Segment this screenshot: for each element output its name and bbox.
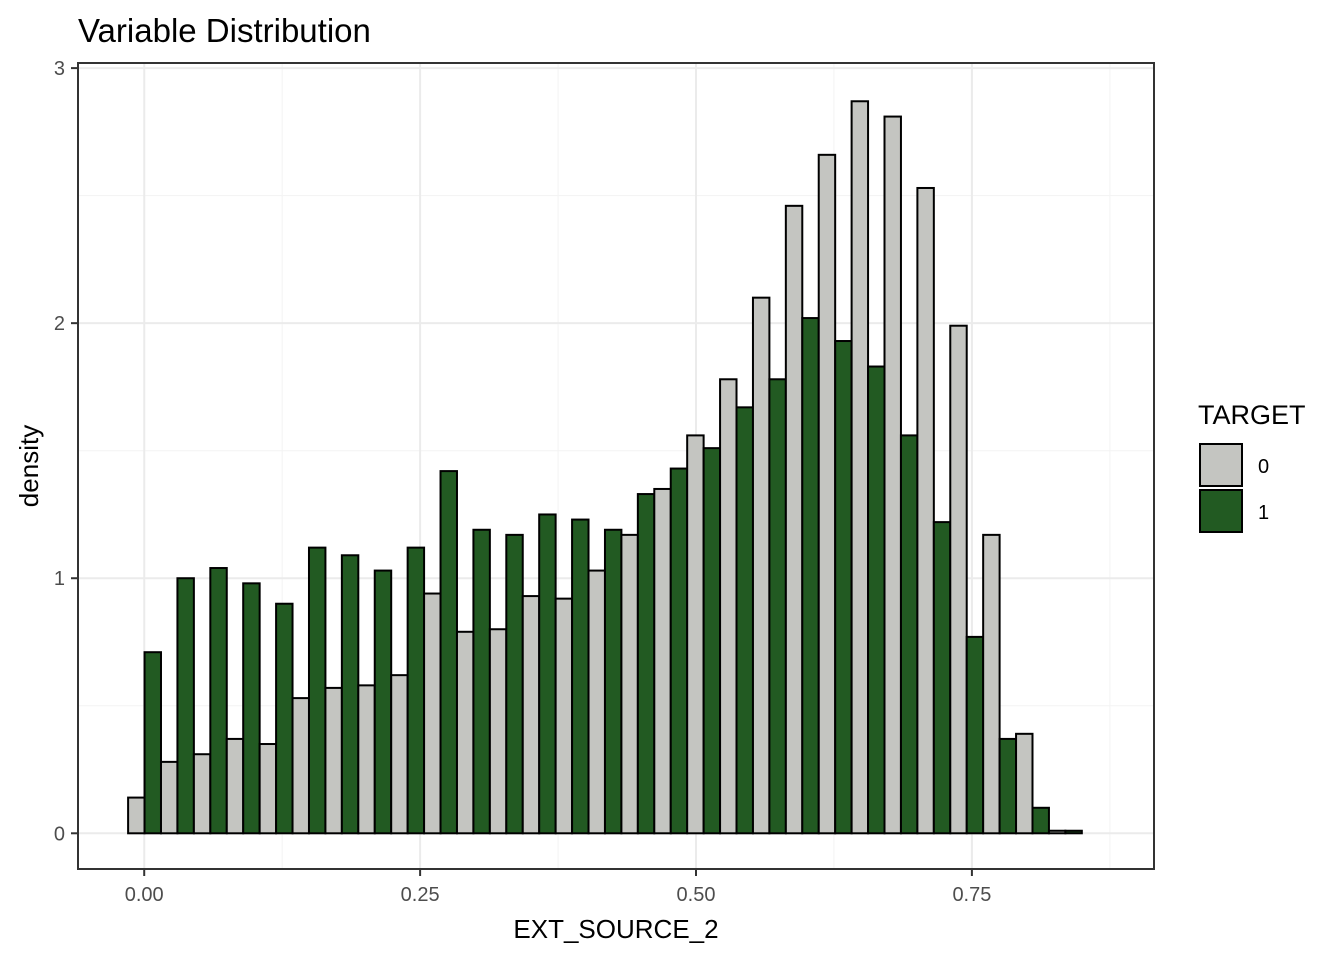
- x-tick-label: 0.25: [401, 884, 440, 906]
- bar-target-0: [719, 378, 738, 835]
- legend-label-1: 1: [1258, 502, 1269, 524]
- legend-key-0: [1199, 443, 1243, 487]
- bar-target-1: [636, 493, 656, 835]
- plot-panel: [77, 62, 1155, 870]
- chart-title: Variable Distribution: [78, 12, 371, 49]
- legend-title: TARGET: [1198, 400, 1306, 430]
- bar-target-0: [423, 592, 442, 835]
- bar-target-1: [340, 554, 360, 835]
- y-tick-label: 3: [54, 58, 65, 80]
- bar-target-0: [159, 760, 179, 835]
- bar-target-0: [1015, 732, 1034, 835]
- bar-target-1: [735, 406, 754, 835]
- bar-target-1: [801, 317, 820, 835]
- bar-target-0: [521, 595, 541, 835]
- bar-target-0: [258, 743, 278, 835]
- bar-target-0: [291, 697, 310, 835]
- bar-target-0: [587, 569, 606, 835]
- legend-key-1: [1199, 489, 1243, 533]
- bar-target-0: [225, 737, 245, 835]
- bar-target-1: [603, 528, 623, 835]
- bars: [127, 100, 1083, 835]
- bar-target-1: [669, 467, 689, 835]
- bar-target-1: [571, 518, 590, 835]
- bar-target-1: [472, 528, 491, 835]
- y-axis: 0 1 2 3: [54, 58, 78, 845]
- bar-target-1: [143, 651, 162, 835]
- bar-target-0: [324, 686, 343, 835]
- bar-target-1: [702, 447, 722, 835]
- bar-target-1: [867, 365, 886, 835]
- x-tick-label: 0.50: [677, 884, 716, 906]
- bar-target-0: [620, 533, 639, 835]
- bar-target-1: [406, 546, 426, 835]
- bar-target-1: [307, 546, 327, 835]
- bar-target-0: [127, 796, 146, 835]
- bar-target-1: [505, 533, 524, 835]
- bar-target-1: [1064, 829, 1083, 835]
- y-tick-label: 2: [54, 313, 65, 335]
- bar-target-1: [998, 737, 1018, 835]
- bar-target-1: [275, 602, 294, 835]
- y-tick-label: 1: [54, 568, 65, 590]
- bar-target-0: [653, 487, 672, 835]
- bar-target-0: [949, 324, 968, 835]
- bar-target-0: [357, 684, 376, 835]
- bar-target-0: [455, 630, 475, 835]
- y-tick-label: 0: [54, 823, 65, 845]
- bar-target-0: [1047, 829, 1067, 835]
- bar-target-1: [932, 521, 952, 835]
- bar-target-1: [538, 513, 557, 835]
- bar-target-0: [390, 674, 409, 835]
- bar-target-1: [965, 635, 985, 835]
- bar-target-0: [784, 204, 804, 835]
- bar-target-0: [554, 597, 574, 835]
- legend-label-0: 0: [1258, 456, 1269, 478]
- bar-target-1: [209, 567, 228, 835]
- legend: TARGET 0 1: [1198, 400, 1306, 533]
- bar-target-1: [768, 378, 787, 835]
- x-tick-label: 0.75: [952, 884, 991, 906]
- bar-target-0: [686, 434, 705, 835]
- y-axis-title: density: [14, 425, 44, 507]
- bar-target-1: [242, 582, 261, 835]
- bar-target-1: [439, 470, 458, 835]
- x-axis: 0.00 0.25 0.50 0.75: [125, 869, 991, 906]
- bar-target-0: [916, 186, 935, 835]
- x-axis-title: EXT_SOURCE_2: [513, 914, 718, 944]
- bar-target-0: [751, 296, 771, 835]
- bar-target-1: [834, 340, 853, 835]
- bar-target-0: [817, 153, 837, 835]
- bar-target-1: [899, 434, 919, 835]
- bar-target-0: [850, 100, 870, 835]
- bar-target-1: [1031, 806, 1050, 835]
- bar-target-1: [176, 577, 195, 835]
- bar-target-0: [192, 753, 212, 835]
- bar-target-0: [488, 628, 508, 835]
- bar-target-0: [982, 533, 1001, 835]
- bar-target-1: [373, 569, 393, 835]
- bar-target-0: [883, 115, 902, 835]
- x-tick-label: 0.00: [125, 884, 164, 906]
